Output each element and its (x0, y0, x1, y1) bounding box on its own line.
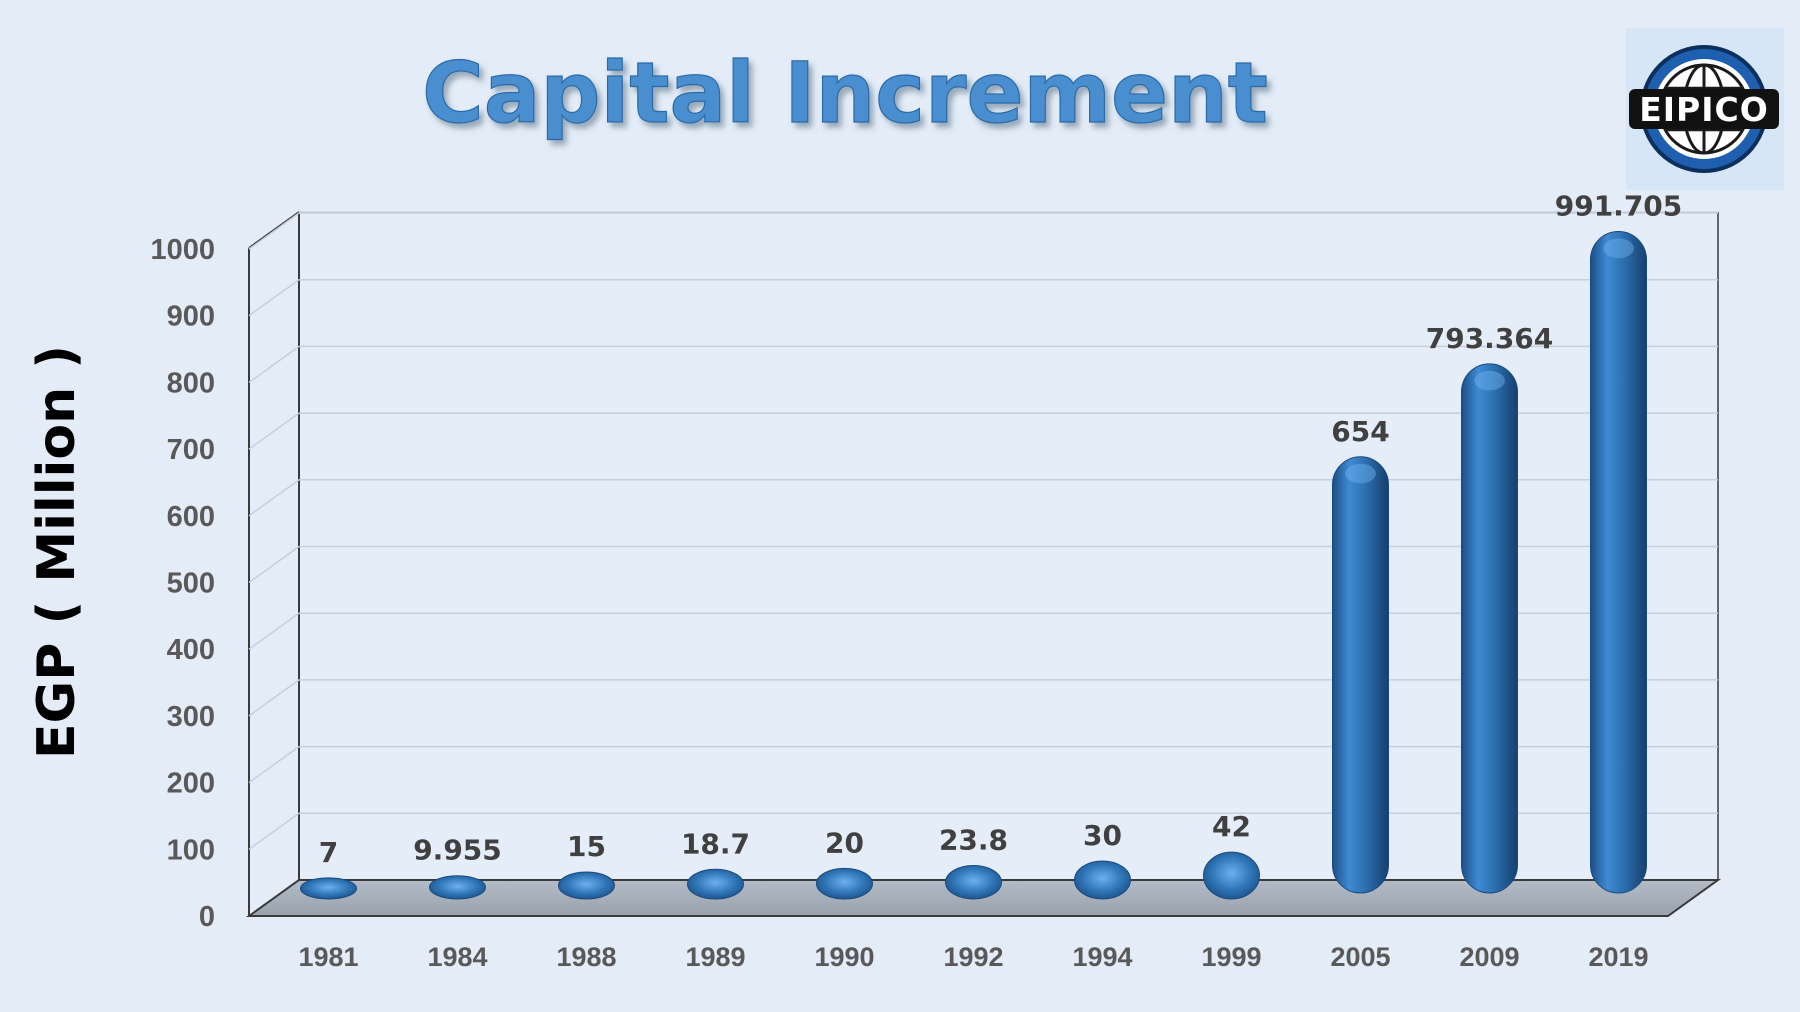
bar (429, 875, 486, 900)
gridline-side (248, 212, 300, 250)
gridline-side (248, 412, 300, 450)
y-tick-label: 300 (167, 701, 215, 733)
data-label: 7 (319, 836, 338, 869)
x-tick-label: 2019 (1588, 942, 1648, 972)
chart-title: Capital Increment (422, 44, 1268, 142)
gridline-side (248, 745, 300, 784)
y-tick-label: 600 (167, 501, 215, 533)
bar (1590, 231, 1647, 894)
data-label: 18.7 (681, 827, 750, 860)
gridline-side (248, 279, 300, 317)
x-tick-label: 1984 (427, 942, 487, 972)
x-tick-label: 1990 (814, 942, 874, 972)
logo-text: EIPICO (1639, 90, 1769, 129)
bar (1332, 456, 1389, 894)
x-tick-label: 1988 (556, 942, 616, 972)
x-tick-label: 1992 (943, 942, 1003, 972)
data-label: 654 (1331, 415, 1389, 448)
x-tick-label: 2009 (1459, 942, 1519, 972)
x-tick-label: 1999 (1201, 942, 1261, 972)
data-label: 20 (825, 826, 864, 859)
bar (300, 877, 357, 900)
gridline-side (248, 545, 300, 584)
bar (1074, 860, 1131, 900)
y-tick-label: 800 (167, 367, 215, 399)
data-label: 991.705 (1555, 190, 1683, 223)
gridline-side (248, 679, 300, 717)
data-label: 9.955 (413, 834, 502, 867)
x-tick-label: 1989 (685, 942, 745, 972)
gridline-side (248, 612, 300, 650)
bar (558, 871, 615, 900)
gridline-side (248, 479, 300, 517)
data-label: 30 (1083, 819, 1122, 852)
y-axis-label: EGP ( Million ) (27, 345, 87, 759)
y-axis-ticks: 0 100 200 300 400 500 600 700 800 900 1000 (150, 234, 215, 933)
data-label: 793.364 (1426, 322, 1554, 355)
y-tick-label: 900 (167, 301, 215, 333)
y-tick-label: 0 (199, 901, 215, 933)
bar (945, 865, 1002, 900)
data-label: 23.8 (939, 824, 1008, 857)
gridline-side (248, 345, 300, 384)
x-tick-label: 1981 (298, 942, 358, 972)
x-axis-ticks: 1981 1984 1988 1989 1990 1992 1994 1999 2005 2009… (298, 942, 1648, 972)
bar (1461, 363, 1518, 894)
y-tick-label: 500 (167, 568, 215, 600)
y-tick-label: 1000 (150, 234, 215, 266)
bar (1203, 851, 1260, 900)
bar (687, 868, 744, 900)
data-label: 15 (567, 830, 606, 863)
y-tick-label: 400 (167, 634, 215, 666)
y-tick-label: 100 (167, 834, 215, 866)
y-tick-label: 700 (167, 434, 215, 466)
x-tick-label: 2005 (1330, 942, 1390, 972)
y-tick-label: 200 (167, 768, 215, 800)
x-tick-label: 1994 (1072, 942, 1132, 972)
gridline-side (248, 812, 300, 850)
bar (816, 867, 873, 900)
bars (300, 231, 1647, 900)
eipico-logo: EIPICO (1626, 28, 1784, 190)
data-label: 42 (1212, 810, 1251, 843)
value-labels: 7 9.955 15 18.7 20 23.8 30 42 654 793.364 991.705 (319, 190, 1683, 869)
